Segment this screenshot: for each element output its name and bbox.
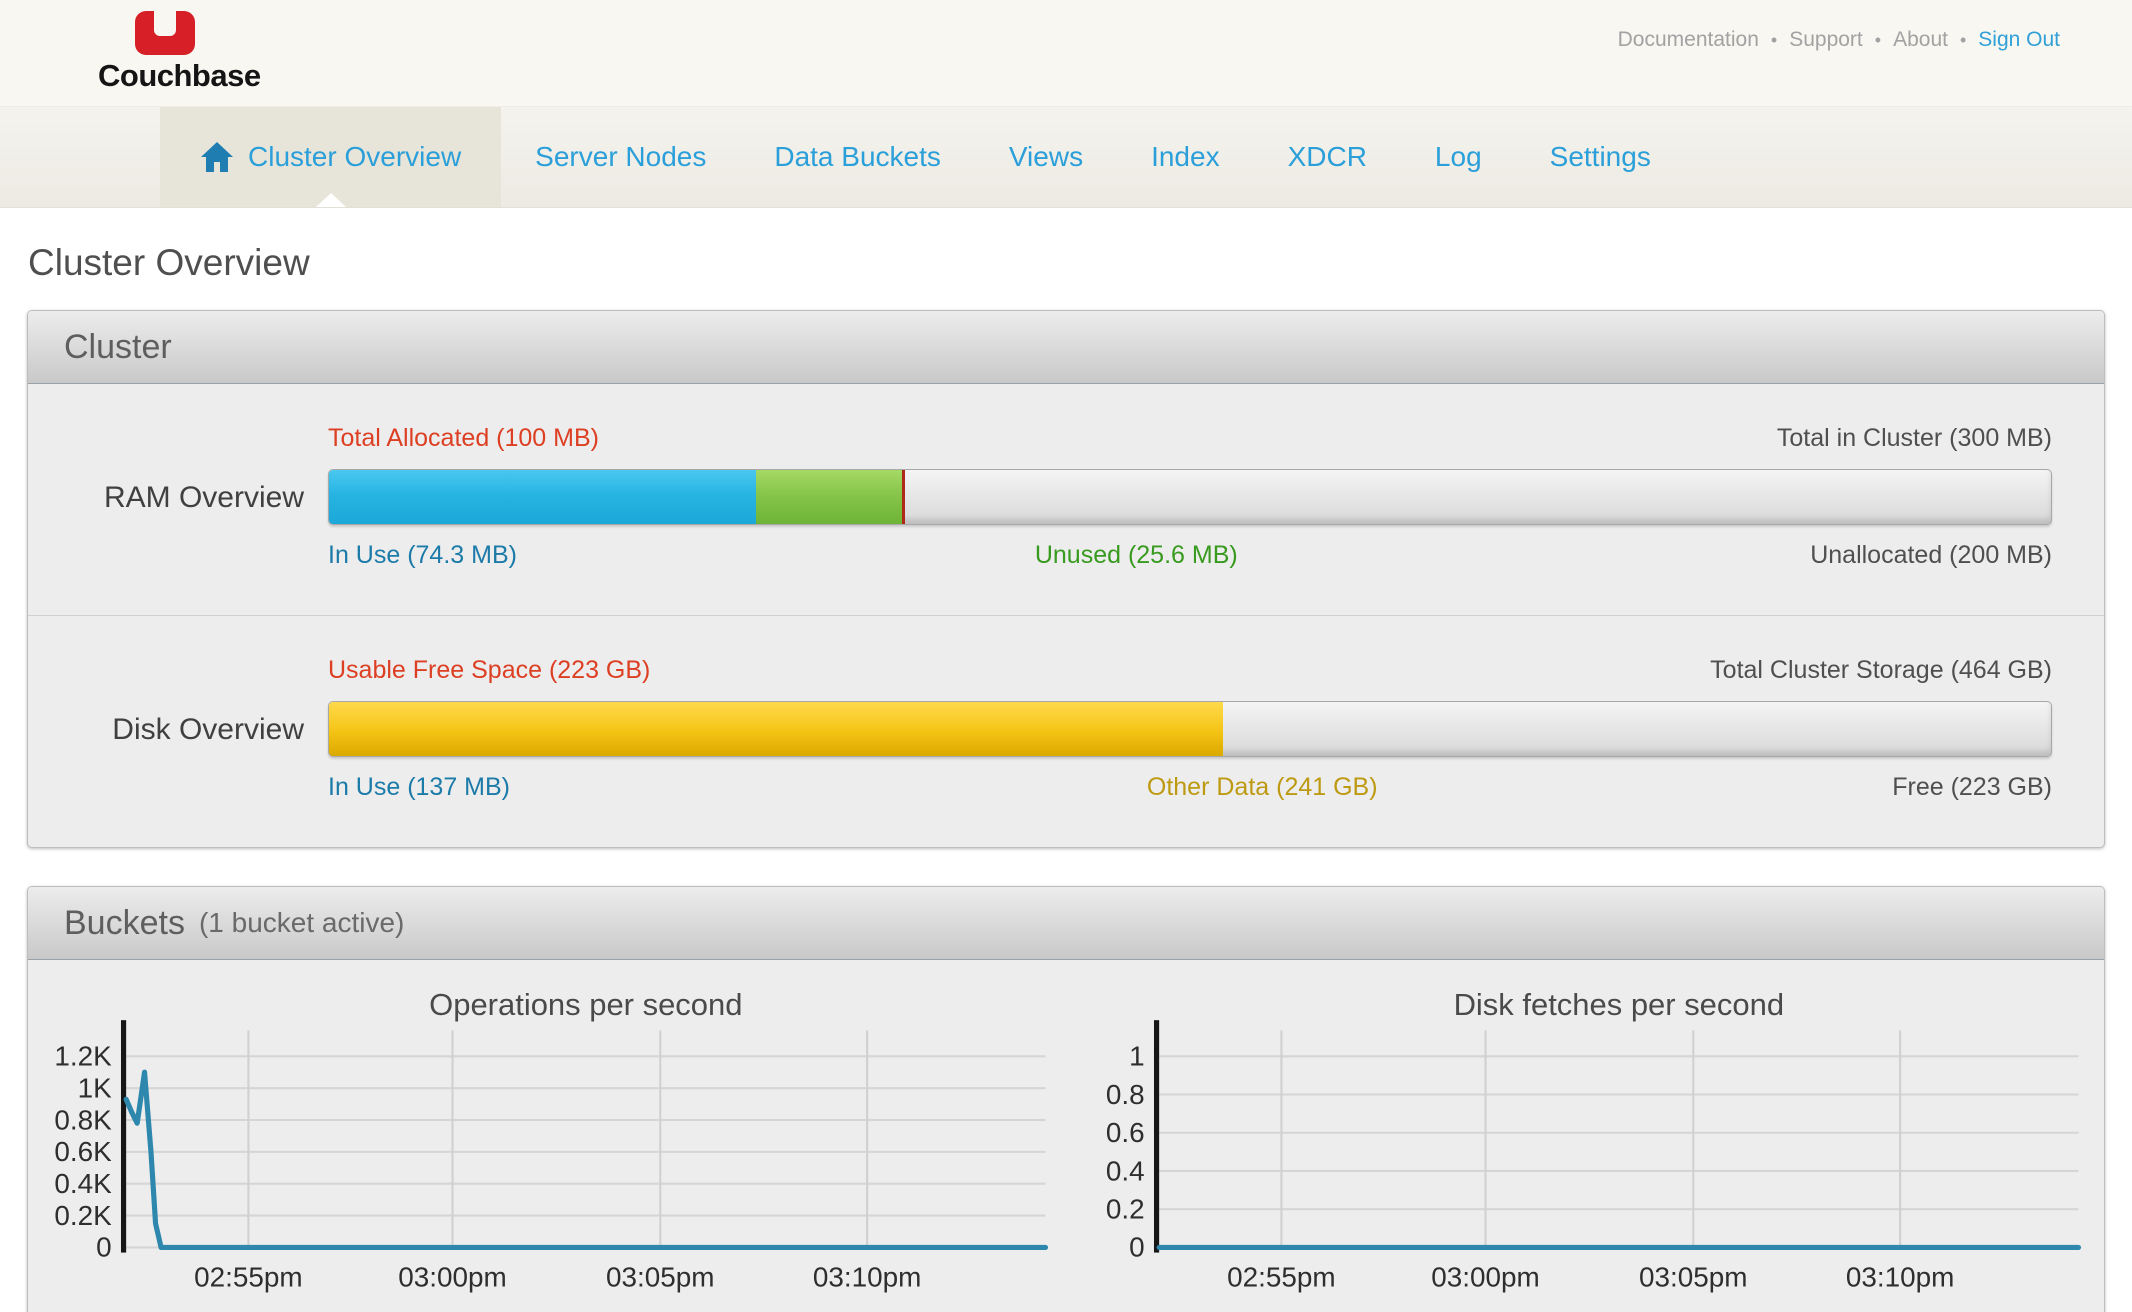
svg-text:03:05pm: 03:05pm (606, 1262, 714, 1293)
disk-usable-free-label: Usable Free Space (223 GB) (328, 656, 651, 684)
cluster-panel: Cluster RAM Overview Total Allocated (10… (27, 310, 2105, 848)
ram-unused-label: Unused (25.6 MB) (1034, 541, 1238, 569)
couchbase-logo-icon (135, 10, 195, 55)
brand-name: Couchbase (98, 58, 261, 93)
svg-text:03:10pm: 03:10pm (813, 1262, 921, 1293)
svg-text:03:10pm: 03:10pm (1846, 1262, 1954, 1293)
home-icon (200, 141, 234, 173)
tab-settings[interactable]: Settings (1516, 107, 1685, 207)
separator-dot: • (1959, 29, 1967, 50)
ram-quota-marker (902, 470, 906, 524)
disk-fetches-chart-box: Disk fetches per second 1 0.8 0.6 0.4 0.2 0 02:… (1061, 984, 2094, 1294)
separator-dot: • (1770, 29, 1778, 50)
svg-text:03:00pm: 03:00pm (398, 1262, 506, 1293)
sign-out-link[interactable]: Sign Out (1978, 28, 2060, 51)
main-nav: Cluster Overview Server Nodes Data Bucke… (0, 106, 2132, 208)
top-links: Documentation • Support • About • Sign O… (1618, 10, 2060, 52)
tab-label: Views (1008, 141, 1084, 172)
tab-label: Index (1151, 141, 1220, 172)
disk-other-data-label: Other Data (241 GB) (1146, 773, 1378, 801)
disk-fetches-per-second-chart: Disk fetches per second 1 0.8 0.6 0.4 0.2 0 02:… (1106, 987, 2082, 1293)
svg-text:0.6K: 0.6K (54, 1136, 112, 1167)
tab-label: Settings (1549, 141, 1651, 172)
ram-in-use-label: In Use (74.3 MB) (328, 541, 517, 569)
disk-used-segment (329, 702, 1223, 756)
tab-views[interactable]: Views (975, 107, 1117, 207)
tab-label: Cluster Overview (248, 141, 462, 172)
svg-text:0: 0 (1129, 1232, 1145, 1263)
svg-text:1: 1 (1129, 1041, 1145, 1072)
svg-text:1.2K: 1.2K (54, 1041, 112, 1072)
disk-usage-bar (328, 701, 2052, 757)
svg-text:Disk fetches per second: Disk fetches per second (1454, 987, 1785, 1022)
documentation-link[interactable]: Documentation (1617, 28, 1759, 51)
brand: Couchbase (98, 10, 261, 94)
svg-text:1K: 1K (78, 1072, 113, 1103)
ram-total-in-cluster-label: Total in Cluster (300 MB) (1776, 424, 2052, 452)
svg-text:0.8K: 0.8K (54, 1104, 112, 1135)
tab-label: Server Nodes (535, 141, 707, 172)
svg-text:03:05pm: 03:05pm (1639, 1262, 1747, 1293)
about-link[interactable]: About (1893, 28, 1948, 51)
svg-text:02:55pm: 02:55pm (194, 1262, 302, 1293)
svg-text:02:55pm: 02:55pm (1227, 1262, 1335, 1293)
disk-overview-row: Disk Overview Usable Free Space (223 GB)… (28, 615, 2104, 847)
svg-text:0: 0 (96, 1232, 112, 1263)
svg-text:Operations per second: Operations per second (429, 987, 742, 1022)
tab-log[interactable]: Log (1401, 107, 1516, 207)
tab-index[interactable]: Index (1117, 107, 1254, 207)
tab-data-buckets[interactable]: Data Buckets (740, 107, 975, 207)
tab-cluster-overview[interactable]: Cluster Overview (160, 107, 502, 207)
ram-in-use-segment (329, 470, 757, 524)
page-title: Cluster Overview (28, 242, 310, 283)
tab-xdcr[interactable]: XDCR (1254, 107, 1401, 207)
ram-overview-row: RAM Overview Total Allocated (100 MB) To… (28, 384, 2104, 615)
separator-dot: • (1874, 29, 1882, 50)
ram-usage-bar (328, 469, 2052, 525)
buckets-panel-header: Buckets (1 bucket active) (28, 887, 2104, 960)
svg-text:0.2: 0.2 (1106, 1193, 1145, 1224)
disk-overview-label: Disk Overview (112, 712, 304, 746)
buckets-panel: Buckets (1 bucket active) Operations per… (27, 886, 2105, 1312)
operations-per-second-chart: Operations per second1.2K1K0.8K0.6K0.4K0… (54, 987, 1049, 1293)
disk-free-label: Free (223 GB) (1892, 773, 2052, 801)
svg-text:0.8: 0.8 (1106, 1079, 1145, 1110)
ram-total-allocated-label: Total Allocated (100 MB) (328, 424, 599, 452)
app-header: Couchbase Documentation • Support • Abou… (0, 0, 2132, 106)
svg-text:0.2K: 0.2K (54, 1200, 112, 1231)
svg-text:0.4K: 0.4K (54, 1168, 112, 1199)
support-link[interactable]: Support (1789, 28, 1863, 51)
tab-label: XDCR (1287, 141, 1367, 172)
ram-unused-segment (756, 470, 903, 524)
disk-in-use-label: In Use (137 MB) (328, 773, 511, 801)
ram-overview-label: RAM Overview (103, 480, 304, 514)
disk-total-storage-label: Total Cluster Storage (464 GB) (1710, 656, 2052, 684)
cluster-panel-title: Cluster (64, 327, 172, 366)
tab-label: Data Buckets (774, 141, 941, 172)
svg-text:03:00pm: 03:00pm (1431, 1262, 1539, 1293)
operations-chart-box: Operations per second 1.2K 1K 0.8K 0.6K 0.4K 0… (28, 984, 1061, 1294)
svg-text:0.4: 0.4 (1106, 1155, 1145, 1186)
cluster-panel-header: Cluster (28, 311, 2104, 384)
svg-text:0.6: 0.6 (1106, 1117, 1145, 1148)
tab-server-nodes[interactable]: Server Nodes (501, 107, 740, 207)
buckets-panel-title: Buckets (64, 903, 185, 942)
tab-label: Log (1434, 141, 1482, 172)
ram-unallocated-label: Unallocated (200 MB) (1810, 541, 2052, 569)
buckets-panel-subtitle: (1 bucket active) (198, 907, 405, 938)
